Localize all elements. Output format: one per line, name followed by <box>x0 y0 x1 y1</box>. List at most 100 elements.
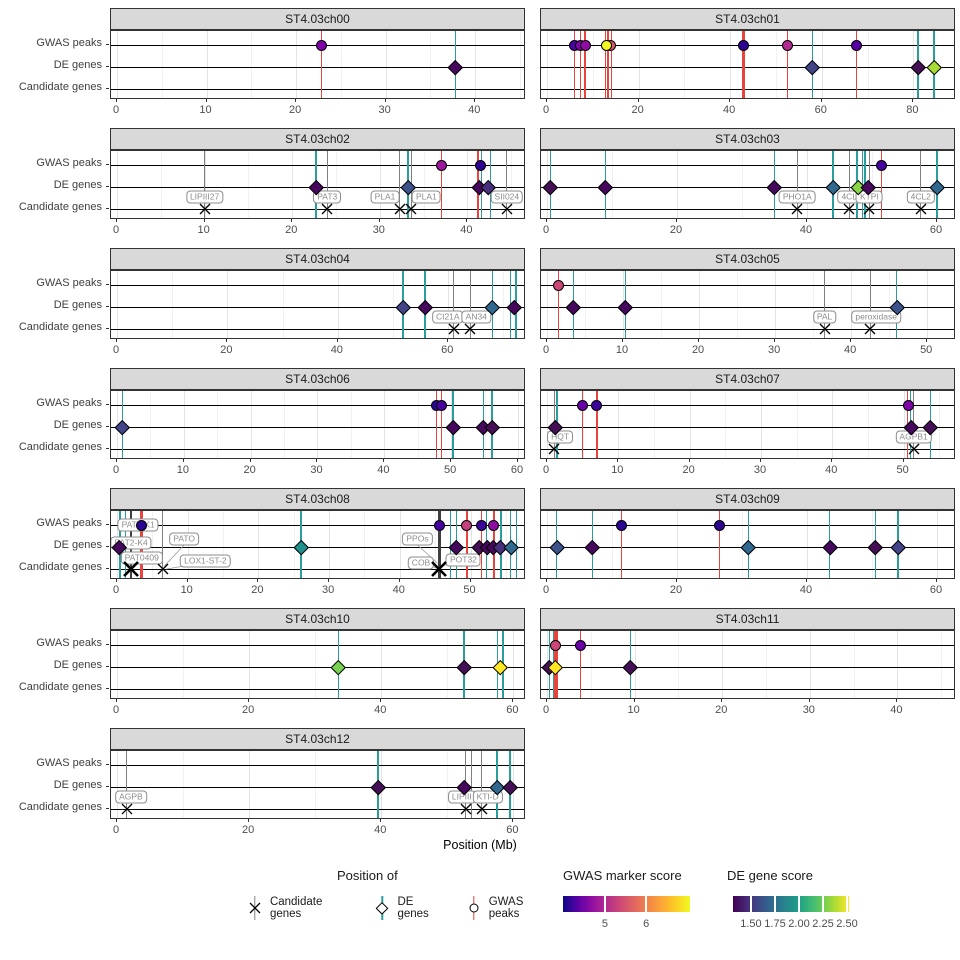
gridline-major <box>722 631 724 698</box>
x-axis-tick <box>512 819 514 822</box>
x-axis-tick-label: 60 <box>929 224 943 236</box>
gridline-minor <box>435 511 437 578</box>
gwas-peak-vline <box>606 31 609 98</box>
colorbar-tick-label: 5 <box>601 918 608 930</box>
gwas-peak-point <box>591 399 603 411</box>
colorbar-tick-label: 2.00 <box>788 918 810 930</box>
x-axis-tick-label: 20 <box>243 464 256 476</box>
gridline-minor <box>939 391 941 458</box>
x-axis-tick-label: 40 <box>392 584 405 596</box>
track-line <box>111 689 524 690</box>
x-axis-tick <box>116 459 117 462</box>
y-axis-tick <box>106 644 109 645</box>
gridline-minor <box>364 511 366 578</box>
gridline-major <box>337 271 339 338</box>
x-axis-tick <box>831 459 833 462</box>
x-axis-tick <box>676 219 677 222</box>
gene-label: POT32 <box>445 553 481 567</box>
gridline-major <box>117 151 118 218</box>
track-line <box>111 569 524 570</box>
gridline-major <box>807 511 808 578</box>
candidate-gene-vline <box>126 751 128 818</box>
x-axis-tick-label: 30 <box>753 464 767 476</box>
gridline-major <box>385 31 387 98</box>
x-axis-tick <box>328 579 330 582</box>
gene-label: PPOs <box>402 532 433 546</box>
gene-label: HQT <box>547 430 574 444</box>
legend-gwas-score: GWAS marker score 5 6 <box>563 868 703 930</box>
gridline-major <box>470 511 472 578</box>
legend-item-gwas-peaks: GWAS peaks <box>466 896 557 920</box>
gridline-minor <box>152 511 154 578</box>
y-axis-label: DE genes <box>53 659 102 671</box>
x-axis-tick-label: 80 <box>906 104 919 116</box>
facet-strip-label: ST4.03ch08 <box>285 492 350 506</box>
candidate-gene-vline <box>204 151 206 218</box>
x-axis-tick-label: 20 <box>631 104 644 116</box>
x-axis-tick-label: 60 <box>814 104 827 116</box>
gwas-peak-point <box>435 399 447 411</box>
x-axis-tick <box>512 699 514 702</box>
x-axis-tick <box>676 579 677 582</box>
candidate-gene-vline <box>869 271 871 338</box>
x-axis-tick <box>902 459 904 462</box>
candidate-gene-vline <box>824 271 826 338</box>
de-gene-point <box>456 659 472 675</box>
gwas-peak-vline <box>435 391 438 458</box>
gwas-peak-vline <box>604 31 606 98</box>
track-line <box>111 667 524 668</box>
y-axis-tick <box>106 164 109 165</box>
x-axis-tick <box>622 339 624 342</box>
x-axis-tick-label: 0 <box>542 464 550 476</box>
gridline-major <box>689 391 691 458</box>
x-axis-tick-label: 10 <box>197 224 210 236</box>
track-line <box>541 285 954 286</box>
track-line <box>541 645 954 646</box>
facet-ST4.03ch10: ST4.03ch10 0 20 40 60 <box>110 608 525 724</box>
candidate-gene-x-mark <box>476 803 488 815</box>
gridline-major <box>183 391 185 458</box>
facet-strip-label: ST4.03ch00 <box>285 12 350 26</box>
gridline-major <box>809 631 811 698</box>
facet-strip-label: ST4.03ch09 <box>715 492 780 506</box>
gwas-peak-point <box>433 519 445 531</box>
x-axis-tick-label: 0 <box>542 224 550 236</box>
y-axis-label: GWAS peaks <box>36 37 102 49</box>
facet-ST4.03ch09: ST4.03ch09 0 20 40 60 <box>540 488 955 604</box>
track-line <box>111 449 524 450</box>
gene-label: CI21A <box>431 310 464 324</box>
gridline-minor <box>447 631 449 698</box>
candidate-gene-x-mark <box>431 561 448 577</box>
gridline-minor <box>592 31 594 98</box>
candidate-gene-x-mark <box>908 443 920 455</box>
facet-panel: CI21A AN34 <box>110 270 525 339</box>
gridline-minor <box>612 511 613 578</box>
x-axis-tick-label: 30 <box>310 464 323 476</box>
x-axis-tick-label: 30 <box>767 344 781 356</box>
legend-item-de-genes: DE genes <box>375 896 448 920</box>
gwas-peak-point <box>475 159 487 171</box>
x-axis-tick-label: 50 <box>444 464 457 476</box>
y-axis-tick <box>106 306 109 307</box>
gridline-major <box>547 391 548 458</box>
candidate-gene-vline <box>399 151 401 218</box>
x-axis-tick <box>546 579 547 582</box>
gridline-minor <box>150 391 152 458</box>
y-axis-label: GWAS peaks <box>36 637 102 649</box>
gridline-major <box>475 31 477 98</box>
y-axis-tick <box>106 328 109 329</box>
track-line <box>111 89 524 90</box>
candidate-gene-vline <box>162 511 164 578</box>
y-axis-label: GWAS peaks <box>36 397 102 409</box>
track-line <box>541 689 954 690</box>
gridline-major <box>638 31 640 98</box>
x-axis-tick-label: 60 <box>441 344 454 356</box>
y-axis-tick <box>106 524 109 525</box>
gridline-major <box>903 391 905 458</box>
de-score-colorbar <box>733 896 849 912</box>
gridline-minor <box>223 511 225 578</box>
x-axis-tick-label: 40 <box>799 224 813 236</box>
candidate-gene-x-mark <box>394 203 406 215</box>
gridline-minor <box>315 631 317 698</box>
y-axis-tick <box>106 208 109 209</box>
